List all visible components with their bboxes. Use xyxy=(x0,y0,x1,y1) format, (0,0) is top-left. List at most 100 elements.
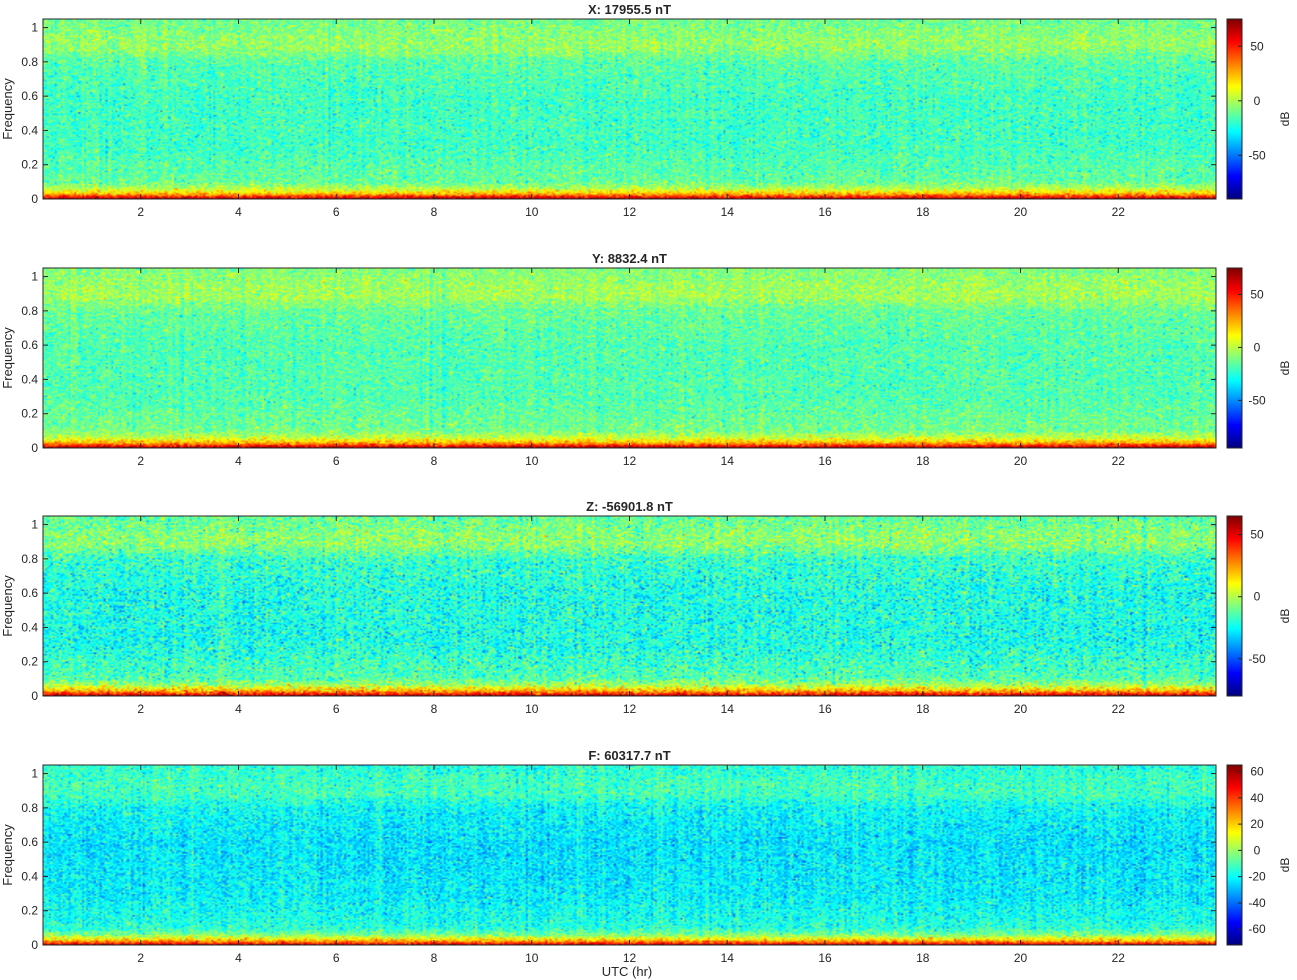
colorbar-label: dB xyxy=(1278,858,1292,873)
y-tick-label: 0 xyxy=(31,689,38,703)
y-tick-label: 0 xyxy=(31,192,38,206)
x-tick-label: 10 xyxy=(525,454,539,468)
x-tick-label: 6 xyxy=(333,454,340,468)
x-tick-label: 20 xyxy=(1014,205,1028,219)
y-tick-label: 0 xyxy=(31,938,38,952)
colorbar xyxy=(1227,765,1242,945)
colorbar-tick-label: 50 xyxy=(1250,39,1264,53)
y-tick-label: 1 xyxy=(31,270,38,284)
y-tick-label: 0 xyxy=(31,441,38,455)
x-tick-label: 10 xyxy=(525,205,539,219)
x-axis-label: UTC (hr) xyxy=(602,964,653,979)
x-tick-label: 2 xyxy=(137,951,144,965)
colorbar-tick-label: -20 xyxy=(1248,870,1266,884)
x-tick-label: 6 xyxy=(333,205,340,219)
colorbar-tick-label: 0 xyxy=(1254,590,1261,604)
colorbar-tick-label: 60 xyxy=(1250,765,1264,779)
panel-title: F: 60317.7 nT xyxy=(588,748,670,763)
spectrogram-image-4 xyxy=(43,765,1216,945)
panel-title: Y: 8832.4 nT xyxy=(592,251,667,266)
colorbar-frame xyxy=(1226,18,1243,200)
y-axis-label: Frequency xyxy=(0,327,15,389)
y-tick-label: 0.8 xyxy=(21,801,38,815)
y-tick-label: 0.8 xyxy=(21,552,38,566)
spectrogram-image-2 xyxy=(43,268,1216,448)
y-tick-label: 0.8 xyxy=(21,55,38,69)
colorbar-tick-label: -50 xyxy=(1248,148,1266,162)
y-tick-label: 0.4 xyxy=(21,123,38,137)
colorbar-frame xyxy=(1226,515,1243,697)
colorbar-tick-label: 0 xyxy=(1254,94,1261,108)
x-tick-label: 4 xyxy=(235,702,242,716)
x-tick-label: 4 xyxy=(235,951,242,965)
x-tick-label: 6 xyxy=(333,951,340,965)
x-tick-label: 14 xyxy=(721,951,735,965)
x-tick-label: 20 xyxy=(1014,951,1028,965)
x-tick-label: 8 xyxy=(431,951,438,965)
x-tick-label: 22 xyxy=(1112,205,1126,219)
y-tick-label: 0.2 xyxy=(21,655,38,669)
panel-title: Z: -56901.8 nT xyxy=(586,499,673,514)
y-tick-label: 0.4 xyxy=(21,372,38,386)
x-tick-label: 12 xyxy=(623,702,637,716)
y-tick-label: 0.4 xyxy=(21,620,38,634)
x-tick-label: 6 xyxy=(333,702,340,716)
y-tick-label: 0.6 xyxy=(21,89,38,103)
colorbar-tick-label: -40 xyxy=(1248,896,1266,910)
x-tick-label: 2 xyxy=(137,702,144,716)
colorbar xyxy=(1227,19,1242,199)
x-tick-label: 18 xyxy=(916,205,930,219)
x-tick-label: 18 xyxy=(916,702,930,716)
x-tick-label: 16 xyxy=(818,454,832,468)
x-tick-label: 20 xyxy=(1014,702,1028,716)
x-tick-label: 2 xyxy=(137,454,144,468)
x-tick-label: 4 xyxy=(235,454,242,468)
colorbar-tick-label: 40 xyxy=(1250,791,1264,805)
colorbar-tick-label: -60 xyxy=(1248,922,1266,936)
x-tick-label: 18 xyxy=(916,951,930,965)
colorbar-label: dB xyxy=(1278,112,1292,127)
x-tick-label: 8 xyxy=(431,702,438,716)
y-tick-label: 0.6 xyxy=(21,338,38,352)
panel-title: X: 17955.5 nT xyxy=(588,2,671,17)
x-tick-label: 10 xyxy=(525,951,539,965)
x-tick-label: 16 xyxy=(818,205,832,219)
x-tick-label: 22 xyxy=(1112,702,1126,716)
x-tick-label: 8 xyxy=(431,205,438,219)
y-axis-label: Frequency xyxy=(0,78,15,140)
y-tick-label: 0.8 xyxy=(21,304,38,318)
y-tick-label: 0.4 xyxy=(21,869,38,883)
x-tick-label: 10 xyxy=(525,702,539,716)
colorbar-tick-label: 0 xyxy=(1254,340,1261,354)
y-axis-label: Frequency xyxy=(0,824,15,886)
x-tick-label: 14 xyxy=(721,454,735,468)
y-tick-label: 1 xyxy=(31,21,38,35)
colorbar-tick-label: -50 xyxy=(1248,652,1266,666)
x-tick-label: 22 xyxy=(1112,454,1126,468)
y-tick-label: 1 xyxy=(31,767,38,781)
colorbar-tick-label: 0 xyxy=(1254,843,1261,857)
x-tick-label: 22 xyxy=(1112,951,1126,965)
x-tick-label: 20 xyxy=(1014,454,1028,468)
spectrogram-image-3 xyxy=(43,516,1216,696)
colorbar-tick-label: 50 xyxy=(1250,287,1264,301)
colorbar-label: dB xyxy=(1278,361,1292,376)
colorbar-frame xyxy=(1226,267,1243,449)
colorbar-frame xyxy=(1226,764,1243,946)
x-tick-label: 4 xyxy=(235,205,242,219)
colorbar-label: dB xyxy=(1278,609,1292,624)
x-tick-label: 16 xyxy=(818,702,832,716)
spectrogram-image-1 xyxy=(43,19,1216,199)
x-tick-label: 18 xyxy=(916,454,930,468)
x-tick-label: 14 xyxy=(721,702,735,716)
y-axis-label: Frequency xyxy=(0,575,15,637)
x-tick-label: 12 xyxy=(623,205,637,219)
y-tick-label: 1 xyxy=(31,518,38,532)
colorbar xyxy=(1227,516,1242,696)
